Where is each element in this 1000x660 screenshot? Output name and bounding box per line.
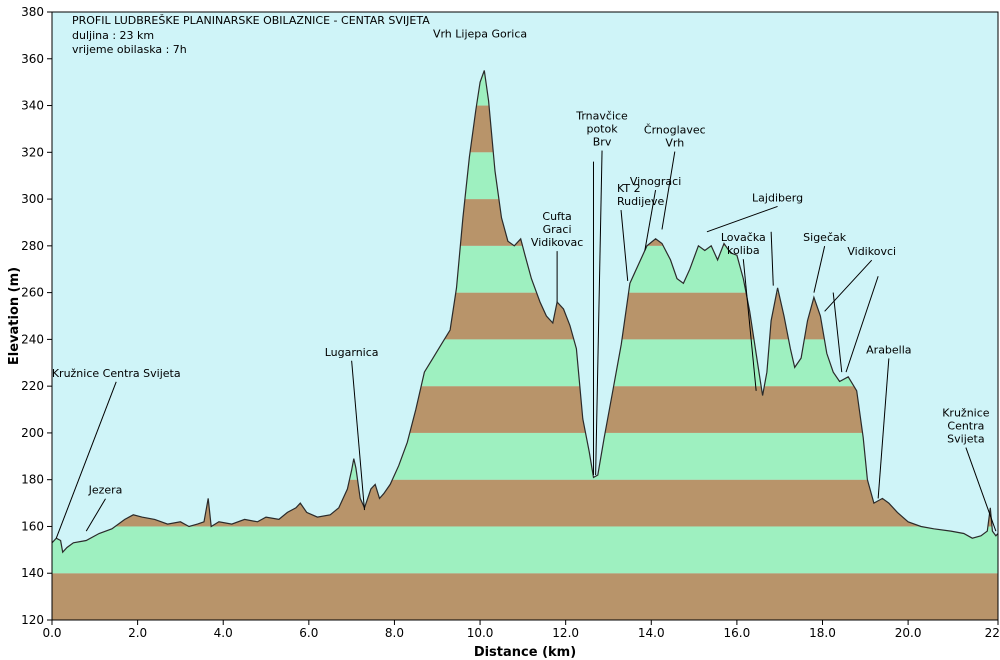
annotation-leader [832,292,843,373]
annotation-leader [965,447,997,532]
annotation-leader [824,259,873,312]
annotation-label: Kružnice Centra Svijeta [52,367,181,380]
x-tick-label: 8.0 [385,626,404,640]
x-axis-ticks: 0.0 2.0 4.0 6.0 8.0 10.0 12.0 14.0 16.0 18.0 20.0 2… [42,620,1000,640]
x-tick-label: 10.0 [467,626,494,640]
annotation-label: Arabella [866,343,911,356]
profile-info: PROFIL LUDBREŠKE PLANINARSKE OBILAZNICE … [72,14,430,56]
annotation-label: Jezera [88,484,123,497]
plot-frame [51,11,999,621]
annotation-leaders [55,150,997,539]
annotation-label: Trnavčice potok Brv [575,110,628,149]
y-tick-label: 120 [21,613,44,627]
y-tick-label: 360 [21,52,44,66]
annotation-label: Cufta Graci Vidikovac [531,210,583,249]
y-tick-label: 220 [21,379,44,393]
x-tick-label: 12.0 [552,626,579,640]
y-tick-label: 300 [21,192,44,206]
annotation-leader [706,205,778,233]
annotation-leader [595,150,603,476]
annotation-label: Lajdiberg [752,191,803,204]
annotation-label: Vidikovci [847,245,896,258]
y-tick-label: 380 [21,5,44,19]
annotation-leader [877,358,890,499]
profile-outline [51,70,999,554]
y-axis-label: Elevation (m) [7,267,22,365]
annotation-leader [770,231,774,286]
x-tick-label: 0.0 [42,626,61,640]
x-tick-label: 20.0 [895,626,922,640]
annotation-label: Sigečak [803,231,847,244]
annotations: Kružnice Centra Svijeta Jezera Lugarnica Vr… [52,28,990,497]
x-tick-label: 2.0 [128,626,147,640]
y-axis-ticks: 120 140 160 180 200 220 240 260 280 300 320 340 360 3… [21,5,52,627]
annotation-label: Vinograci [630,175,681,188]
y-tick-label: 280 [21,239,44,253]
annotation-leader [813,246,826,293]
y-tick-label: 180 [21,473,44,487]
profile-time: vrijeme obilaska : 7h [72,43,187,56]
annotation-leader [845,276,879,373]
y-tick-label: 260 [21,286,44,300]
profile-length: duljina : 23 km [72,29,154,42]
annotation-leader [351,360,365,511]
annotation-leader [644,189,657,251]
y-tick-label: 320 [21,145,44,159]
y-tick-label: 160 [21,519,44,533]
x-tick-label: 18.0 [809,626,836,640]
x-tick-label: 16.0 [724,626,751,640]
x-tick-label: 22.1 [985,626,1000,640]
annotation-leader [742,259,757,391]
x-axis-label: Distance (km) [474,645,576,660]
annotation-label: Kružnice Centra Svijeta [942,407,990,446]
y-tick-label: 200 [21,426,44,440]
y-tick-label: 340 [21,99,44,113]
annotation-label: Lugarnica [325,346,379,359]
elevation-band [52,526,998,574]
y-tick-label: 240 [21,332,44,346]
annotation-label: Vrh Lijepa Gorica [433,28,527,41]
annotation-leader [620,210,629,281]
annotation-leader [55,381,117,539]
y-tick-label: 140 [21,566,44,580]
elevation-band [52,573,998,620]
x-tick-label: 6.0 [299,626,318,640]
x-tick-label: 14.0 [638,626,665,640]
annotation-leader [661,151,676,230]
annotation-leader [85,498,106,532]
annotation-label: Črnoglavec Vrh [644,124,706,150]
x-tick-label: 4.0 [214,626,233,640]
annotation-label: KT 2 Rudijeve [617,182,664,208]
annotation-label: Lovačka koliba [721,231,766,257]
profile-title: PROFIL LUDBREŠKE PLANINARSKE OBILAZNICE … [72,14,430,27]
